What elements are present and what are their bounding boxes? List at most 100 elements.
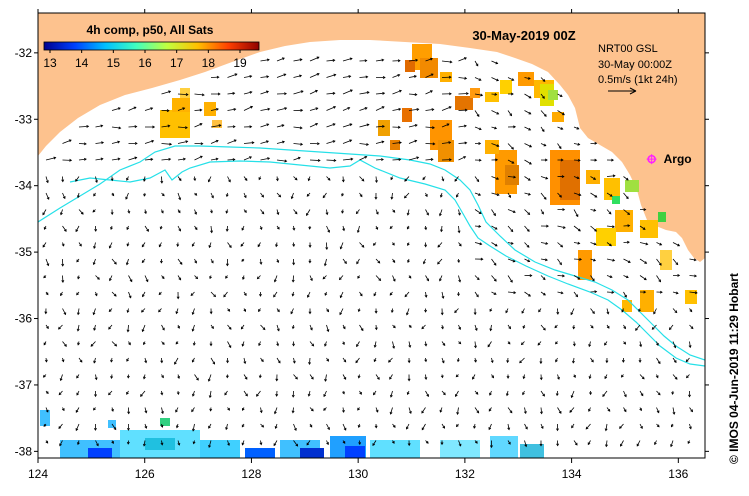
current-arrow-head [46, 263, 50, 267]
current-arrow [472, 374, 476, 380]
current-arrow [95, 275, 100, 280]
current-arrow-head [382, 76, 386, 80]
current-arrow [656, 242, 662, 246]
current-arrow-head [493, 213, 496, 217]
current-arrow [109, 275, 113, 281]
current-arrow-head [513, 125, 516, 129]
current-arrow-head [558, 411, 562, 414]
current-arrow-head [267, 157, 271, 161]
y-tick-label: -34 [15, 179, 33, 193]
current-arrow-head [448, 75, 452, 79]
current-arrow-head [495, 158, 499, 162]
current-arrow-head [175, 311, 179, 315]
current-arrow-head [540, 411, 543, 415]
current-arrow [540, 407, 543, 414]
current-arrow [491, 291, 497, 295]
y-tick-label: -36 [15, 312, 33, 326]
current-arrow-head [677, 243, 681, 247]
current-arrow [606, 209, 612, 215]
current-arrow-head [76, 195, 80, 199]
current-arrow-head [672, 411, 676, 415]
current-arrow [93, 357, 96, 363]
current-arrow-head [357, 407, 360, 411]
current-arrow [425, 73, 434, 78]
current-arrow [474, 77, 482, 81]
current-arrow-head [510, 241, 514, 245]
current-arrow-head [315, 89, 318, 93]
current-arrow-head [249, 156, 253, 159]
current-arrow [656, 258, 662, 266]
current-arrow [256, 390, 261, 397]
current-arrow [639, 374, 645, 380]
current-arrow [474, 176, 480, 182]
current-arrow-head [508, 195, 511, 198]
current-arrow-head [511, 78, 515, 81]
current-arrow-head [257, 244, 261, 248]
current-arrow [342, 407, 345, 413]
current-arrow-head [42, 374, 46, 378]
current-arrow [557, 407, 562, 414]
current-arrow [557, 258, 562, 265]
current-arrow [672, 407, 675, 415]
scale-arrow-icon [608, 87, 637, 95]
current-arrow-head [478, 211, 482, 214]
current-arrow [639, 242, 648, 245]
current-arrow-head [310, 408, 314, 412]
current-arrow-head [577, 158, 581, 162]
current-arrow-head [323, 394, 327, 398]
current-arrow-head [295, 376, 298, 380]
current-arrow-head [127, 210, 131, 214]
current-arrow-head [276, 212, 280, 216]
current-arrow [309, 56, 320, 62]
x-tick-label: 134 [562, 467, 582, 481]
current-arrow [491, 242, 498, 247]
current-arrow [441, 141, 451, 144]
current-arrow [375, 106, 385, 111]
current-arrow-head [76, 392, 80, 396]
current-arrow [392, 74, 400, 78]
current-arrow-head [398, 89, 402, 93]
current-arrow-head [144, 425, 148, 429]
current-arrow-head [389, 226, 393, 229]
current-arrow-head [576, 126, 580, 130]
current-arrow [488, 423, 492, 430]
current-arrow-head [292, 360, 296, 364]
current-arrow-head [366, 123, 370, 127]
current-arrow-head [193, 178, 197, 182]
current-arrow-head [675, 262, 679, 266]
current-arrow [408, 341, 411, 348]
current-arrow-head [323, 263, 327, 267]
current-arrow [260, 123, 269, 128]
current-arrow [406, 308, 410, 315]
current-arrow [441, 390, 446, 395]
current-arrow-head [215, 107, 219, 111]
current-arrow-head [276, 260, 280, 264]
current-arrow [276, 192, 281, 198]
current-arrow [392, 90, 402, 95]
current-arrow-head [424, 309, 428, 313]
current-arrow-head [594, 158, 598, 162]
current-arrow-head [593, 177, 597, 180]
current-arrow [276, 73, 286, 78]
current-arrow-head [657, 361, 661, 365]
current-arrow-head [559, 262, 562, 266]
current-arrow-head [44, 311, 48, 315]
current-arrow [474, 192, 481, 196]
current-arrow [227, 73, 237, 78]
current-arrow-head [571, 425, 574, 429]
current-arrow [60, 209, 63, 215]
current-arrow [689, 291, 698, 294]
current-arrow [672, 308, 678, 313]
current-arrow [540, 110, 547, 117]
current-arrow [276, 159, 287, 162]
current-arrow-head [609, 275, 613, 279]
current-arrow [323, 390, 327, 397]
current-arrow [507, 143, 514, 150]
current-arrow [689, 423, 692, 429]
current-arrow-head [627, 212, 631, 215]
current-arrow-head [299, 58, 303, 62]
current-arrow-head [93, 407, 96, 411]
argo-marker[interactable]: Argo [646, 152, 692, 166]
current-arrow-head [442, 343, 446, 347]
y-tick-label: -38 [15, 444, 33, 458]
